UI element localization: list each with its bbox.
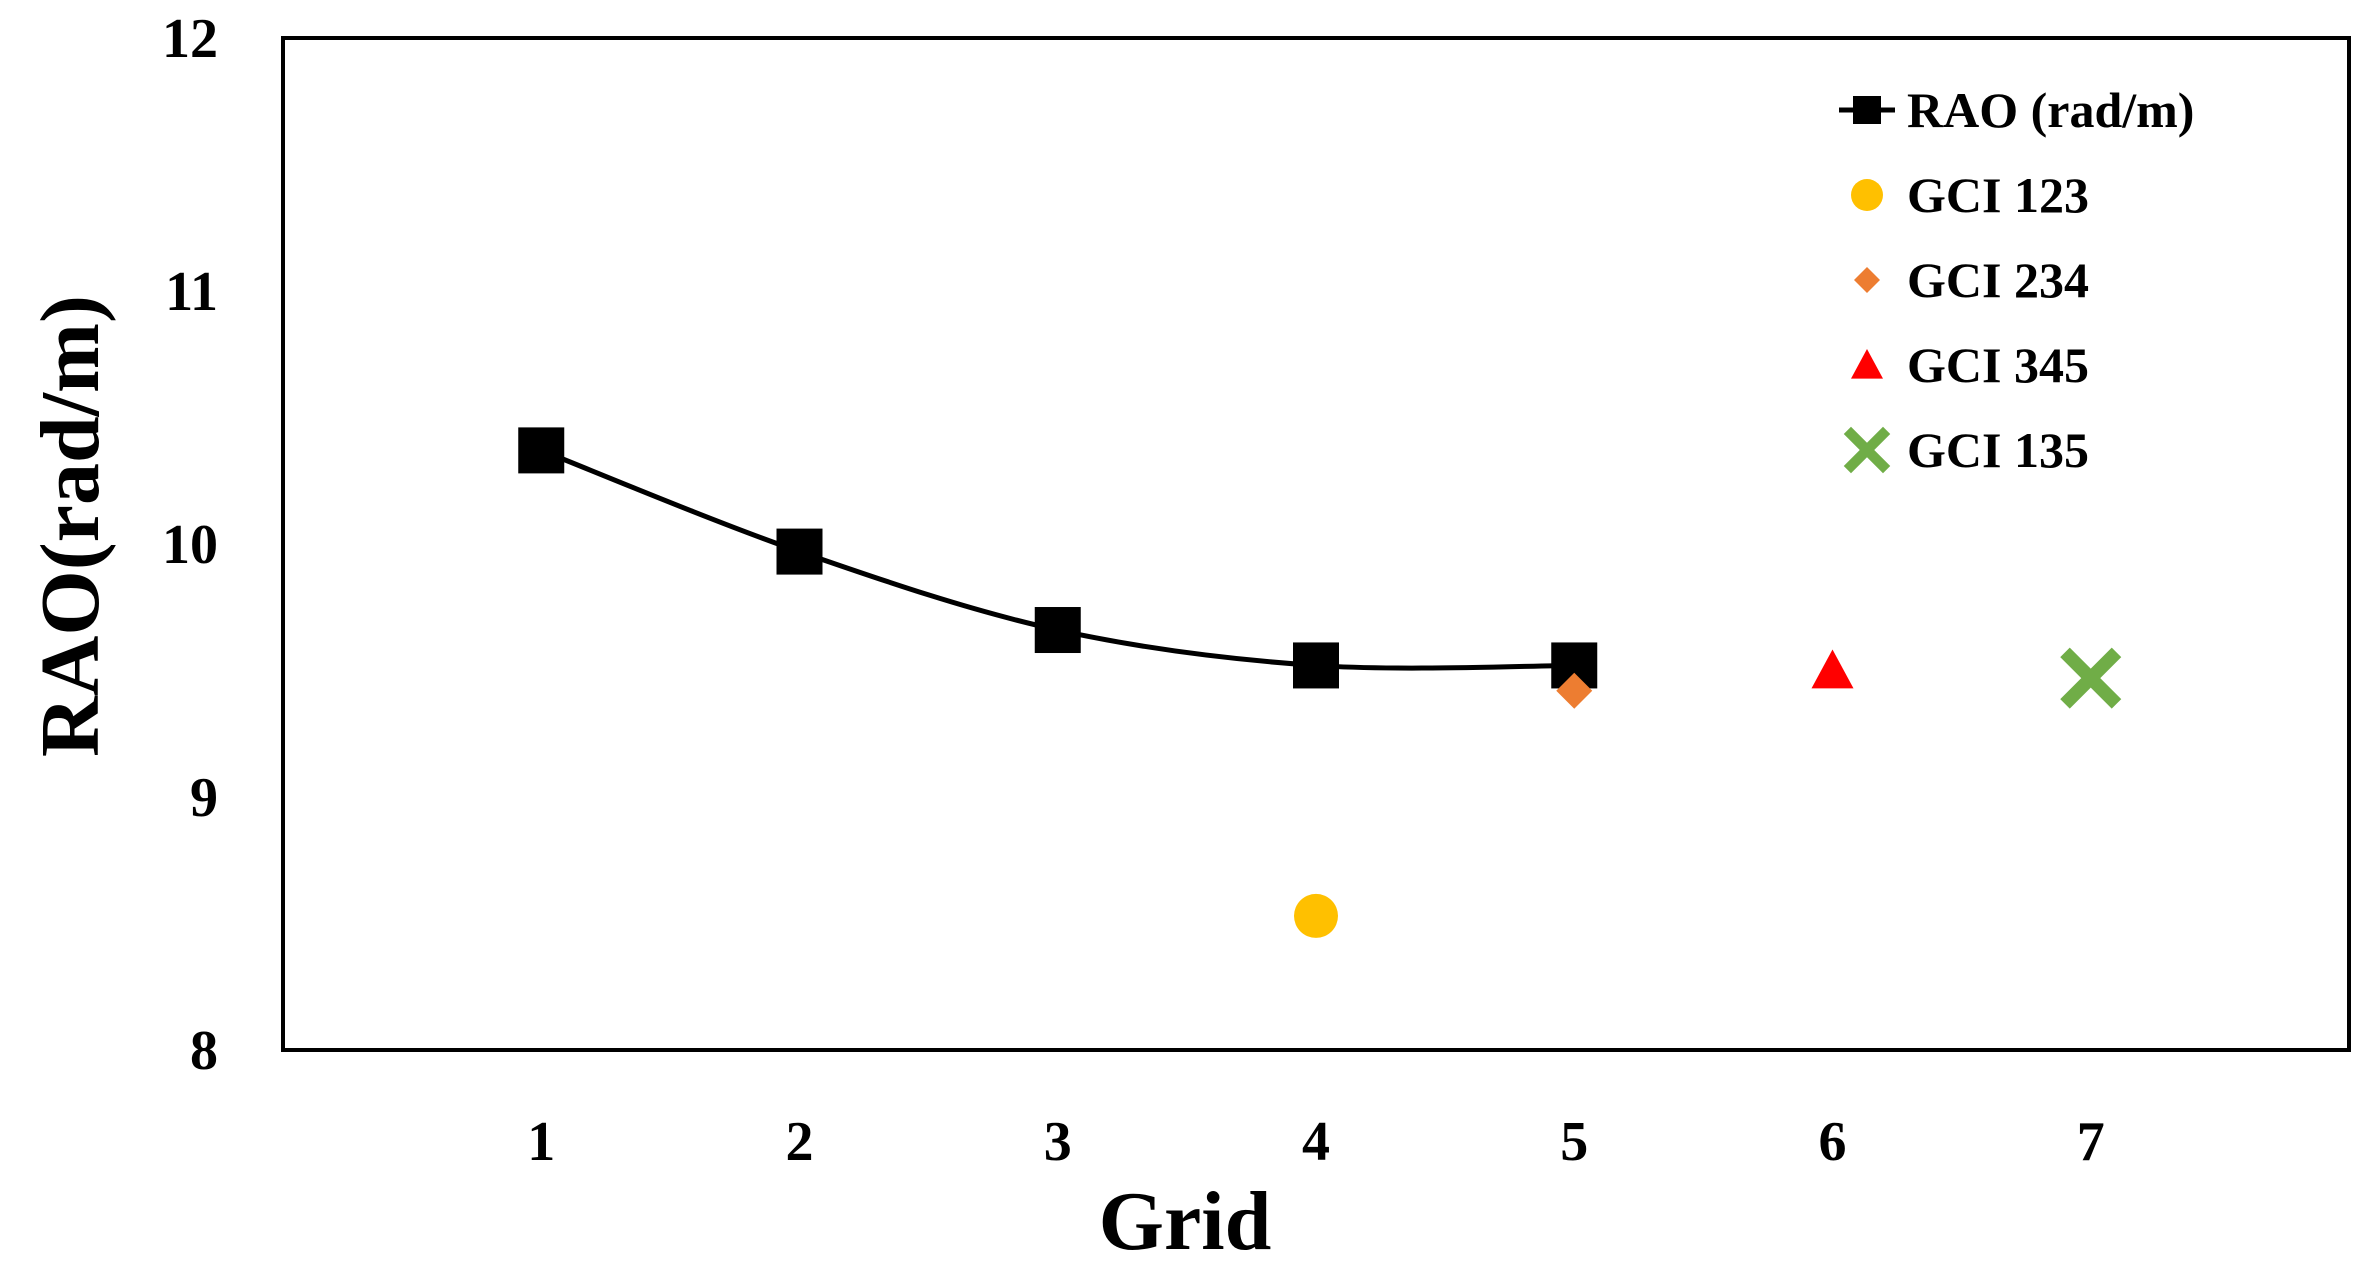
y-tick-label: 10 (162, 514, 218, 576)
legend-label: GCI 234 (1907, 252, 2089, 308)
y-tick-label: 9 (190, 767, 218, 829)
x-tick-label: 5 (1560, 1111, 1588, 1173)
series-1 (1294, 893, 1338, 938)
legend-label: GCI 123 (1907, 167, 2089, 223)
x-tick-label: 4 (1302, 1111, 1330, 1173)
legend-marker (1854, 267, 1880, 293)
series-2 (1556, 672, 1593, 709)
y-axis-title: RAO(rad/m) (24, 295, 117, 757)
y-tick-label: 12 (162, 8, 218, 70)
data-point (1293, 642, 1339, 689)
legend-marker (1851, 179, 1883, 211)
legend-label: RAO (rad/m) (1907, 82, 2194, 138)
plot-area (281, 36, 2351, 1052)
data-point (2060, 647, 2122, 709)
series-3 (1811, 649, 1854, 689)
legend-item: RAO (rad/m) (1839, 82, 2194, 138)
legend-item: GCI 123 (1851, 167, 2089, 223)
y-tick-label: 8 (190, 1020, 218, 1082)
legend-marker (1851, 349, 1883, 379)
data-point (1294, 893, 1338, 938)
legend-item: GCI 234 (1854, 252, 2089, 308)
x-tick-label: 7 (2077, 1111, 2105, 1173)
data-point (1811, 649, 1854, 689)
legend-label: GCI 345 (1907, 337, 2089, 393)
x-tick-label: 3 (1044, 1111, 1072, 1173)
data-point (1556, 672, 1593, 709)
legend-item: GCI 135 (1843, 422, 2089, 478)
x-tick-label: 1 (527, 1111, 555, 1173)
series-0 (518, 427, 1598, 689)
data-point (518, 427, 565, 474)
x-tick-label: 2 (786, 1111, 814, 1173)
legend-marker (1843, 426, 1891, 474)
data-point (776, 528, 823, 575)
x-tick-label: 6 (1819, 1111, 1847, 1173)
y-tick-label: 11 (165, 261, 218, 323)
legend-item: GCI 345 (1851, 337, 2089, 393)
legend-label: GCI 135 (1907, 422, 2089, 478)
data-point (1034, 607, 1081, 654)
legend-marker (1853, 96, 1881, 124)
series-4 (2060, 647, 2122, 709)
x-axis-title: Grid (1099, 1175, 1272, 1268)
